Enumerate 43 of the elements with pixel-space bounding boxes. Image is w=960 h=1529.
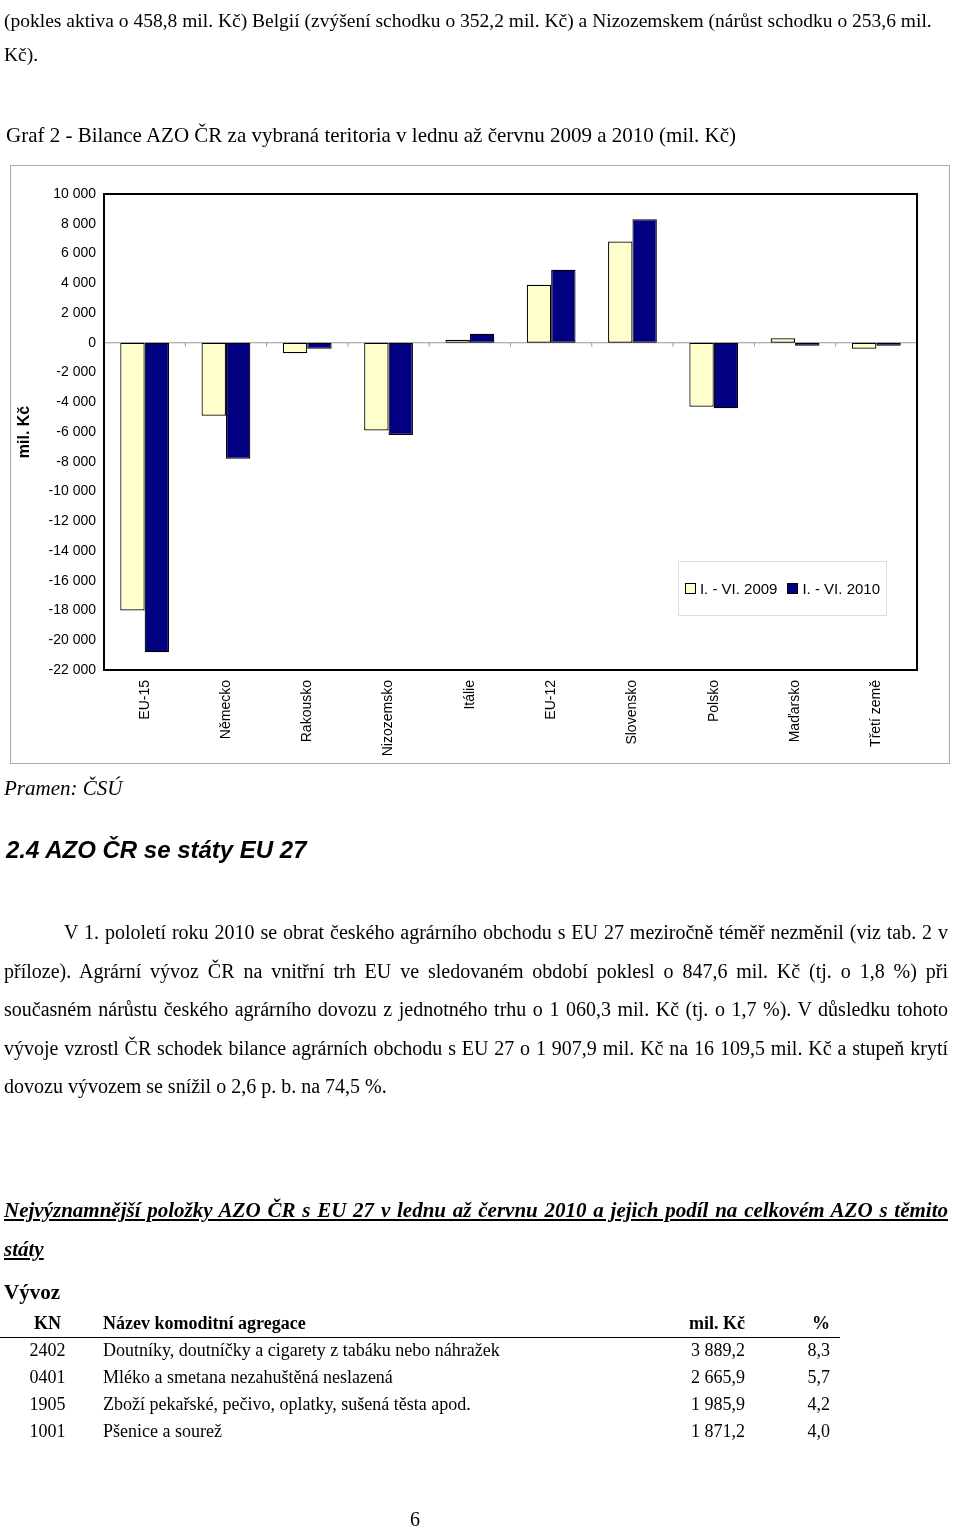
y-tick-label: 8 000 — [60, 214, 97, 231]
x-tick-label: Rakousko — [298, 679, 315, 743]
y-tick-label: -2 000 — [56, 363, 97, 380]
legend-label: I. - VI. 2010 — [801, 580, 880, 597]
y-tick-label: 2 000 — [60, 303, 97, 320]
text: Vývoz — [4, 1280, 60, 1305]
text: 0401 Mléko a smetana nezahuštěná neslazená 2 665,9 5,7 — [29, 1367, 830, 1387]
x-tick-label: Třetí země — [867, 679, 884, 747]
y-tick-label: -18 000 — [48, 601, 97, 618]
chart-title: Graf 2 - Bilance AZO ČR za vybraná teritoria v lednu až červnu 2009 a 2010 (mil. Kč) — [6, 123, 737, 148]
text: KN Název komoditní agregace mil. Kč % — [34, 1312, 830, 1333]
y-tick-label: 4 000 — [60, 274, 97, 291]
text: V 1. pololetí roku 2010 se obrat českého agrárního obchodu s EU 27 meziročně téměř nezměnil (viz tab. 2 v příloze). Agrární vývoz ČR na vnitřní trh EU ve sledovaném období poklesl o 847,6 mil. Kč (tj. o 1,8 %) při současném nárůstu českého agrárního dovozu z jednotného trhu o 1 060,3 mil. Kč (tj. o 1,7 %). V důsledku tohoto vývoje vzrostl ČR schodek bilance agrárních obchodu s EU 27 o 1 907,9 mil. Kč na 16 109,5 mil. Kč a stupeň krytí dovozu vývozem se snížil o 2,6 p. b. na 74,5 %. — [4, 920, 948, 1100]
text: Nejvýznamnější položky AZO ČR s EU 27 v lednu až červnu 2010 a jejich podíl na celkovém AZO s těmito státy — [4, 1197, 948, 1263]
y-tick-label: -8 000 — [56, 452, 97, 469]
y-tick-label: 10 000 — [53, 184, 97, 201]
x-tick-label: Maďarsko — [785, 679, 802, 743]
x-tick-label: Itálie — [460, 679, 477, 710]
x-tick-label: EU-12 — [542, 679, 559, 720]
y-tick-label: -10 000 — [48, 482, 97, 499]
legend-label: I. - VI. 2009 — [698, 580, 778, 597]
y-tick-label: 6 000 — [60, 244, 97, 261]
y-tick-label: -12 000 — [48, 512, 97, 529]
text: 6 — [410, 1508, 420, 1529]
y-axis-title: mil. Kč — [15, 405, 33, 459]
x-tick-label: Nizozemsko — [379, 679, 396, 757]
x-tick-label: Německo — [216, 679, 233, 740]
text: 2402 Doutníky, doutníčky a cigarety z tabáku nebo náhražek 3 889,2 8,3 — [29, 1340, 830, 1361]
y-tick-label: -22 000 — [48, 660, 97, 677]
x-tick-label: Slovensko — [623, 679, 640, 745]
x-tick-label: EU-15 — [135, 679, 152, 720]
y-tick-label: 0 — [88, 333, 97, 350]
text: 2.4 AZO ČR se státy EU 27 — [6, 836, 307, 864]
y-tick-label: -6 000 — [56, 422, 97, 439]
text: (pokles aktiva o 458,8 mil. Kč) Belgií (zvýšení schodku o 352,2 mil. Kč) a Nizozemskem (nárůst schodku o 253,6 mil. Kč). — [4, 9, 933, 67]
text: 1001 Pšenice a sourež 1 871,2 4,0 — [29, 1421, 830, 1441]
y-tick-label: -4 000 — [56, 393, 97, 410]
text: Pramen: ČSÚ — [4, 776, 123, 801]
y-tick-label: -14 000 — [48, 541, 97, 558]
x-tick-label: Polsko — [704, 679, 721, 723]
y-tick-label: -20 000 — [48, 631, 97, 648]
y-tick-label: -16 000 — [48, 571, 97, 588]
text: 1905 Zboží pekařské, pečivo, oplatky, sušená těsta apod. 1 985,9 4,2 — [29, 1394, 830, 1414]
